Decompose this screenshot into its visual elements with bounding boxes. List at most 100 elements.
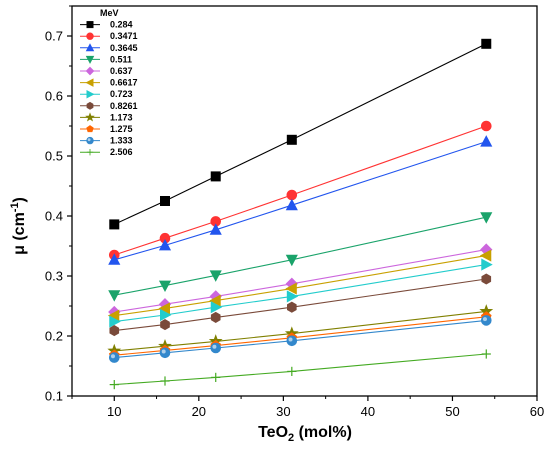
legend-item: 2.506 — [80, 147, 133, 157]
series-0.284 — [109, 38, 492, 230]
data-point — [210, 342, 222, 354]
data-point — [158, 280, 172, 293]
x-tick-label: 10 — [107, 404, 121, 419]
data-point — [285, 198, 298, 211]
data-point — [480, 315, 492, 326]
legend-label: 1.173 — [110, 112, 133, 122]
legend-label: 1.275 — [110, 124, 133, 134]
data-point — [109, 219, 120, 230]
legend-label: 0.511 — [110, 54, 132, 64]
legend-marker — [85, 66, 95, 76]
y-tick-label: 0.3 — [45, 269, 63, 284]
data-point — [210, 171, 221, 182]
series-layer — [107, 38, 494, 390]
legend-item: 0.8261 — [80, 101, 138, 111]
series-0.511 — [108, 212, 493, 302]
legend-marker — [86, 136, 94, 145]
plot-frame — [71, 5, 538, 397]
data-point — [481, 349, 491, 359]
data-point — [159, 347, 171, 359]
legend-marker — [85, 43, 95, 52]
data-point — [209, 223, 222, 235]
legend-marker — [85, 55, 95, 64]
legend-marker — [85, 112, 95, 122]
y-tick-label: 0.7 — [45, 29, 63, 44]
data-point — [209, 270, 222, 282]
legend-label: 1.333 — [110, 136, 133, 146]
data-point — [108, 290, 121, 302]
legend-marker — [86, 21, 94, 29]
legend-item: 0.511 — [80, 54, 132, 64]
legend-label: 0.637 — [110, 66, 133, 76]
legend-item: 0.284 — [80, 20, 133, 30]
legend-marker — [85, 78, 94, 87]
data-point — [109, 380, 119, 390]
legend-title: MeV — [100, 8, 119, 18]
data-point — [159, 195, 170, 206]
data-point — [481, 273, 492, 285]
data-point — [286, 335, 298, 347]
series-2.506 — [109, 349, 491, 390]
data-point — [285, 282, 297, 295]
data-point — [286, 134, 297, 145]
legend-marker — [86, 148, 94, 156]
data-point — [285, 254, 298, 267]
data-point — [286, 290, 299, 303]
series-1.333 — [108, 315, 492, 363]
legend-marker — [86, 89, 95, 99]
data-point — [286, 301, 297, 313]
legend-item: 0.3645 — [80, 43, 138, 53]
data-point — [480, 212, 493, 224]
y-tick-label: 0.2 — [45, 329, 63, 344]
data-point — [158, 238, 172, 251]
data-point — [286, 189, 298, 201]
legend-marker — [86, 125, 94, 133]
data-point — [160, 319, 170, 331]
data-point — [159, 308, 172, 322]
data-point — [479, 249, 492, 262]
legend-item: 1.275 — [80, 124, 133, 134]
data-point — [287, 366, 297, 376]
legend-label: 2.506 — [110, 147, 133, 157]
data-point — [108, 352, 120, 363]
legend-label: 0.3471 — [110, 31, 138, 41]
x-tick-label: 30 — [276, 404, 290, 419]
legend-label: 0.8261 — [110, 101, 138, 111]
data-point — [211, 372, 221, 382]
data-point — [109, 315, 121, 328]
data-point — [209, 294, 221, 307]
legend-marker — [86, 101, 94, 110]
data-point — [480, 120, 492, 132]
data-point — [160, 376, 170, 386]
x-tick-label: 50 — [445, 404, 459, 419]
data-point — [480, 135, 493, 147]
plot-area — [71, 5, 538, 397]
series-0.723 — [109, 258, 493, 328]
legend-label: 0.284 — [110, 20, 133, 30]
y-tick-label: 0.4 — [45, 209, 63, 224]
data-point — [481, 258, 493, 271]
data-point — [481, 38, 492, 49]
x-tick-label: 20 — [192, 404, 206, 419]
legend-item: 0.3471 — [80, 31, 138, 41]
y-tick-label: 0.1 — [45, 389, 63, 404]
legend-item: 1.333 — [80, 136, 133, 146]
data-point — [108, 253, 121, 265]
y-tick-label: 0.5 — [45, 149, 63, 164]
data-point — [158, 302, 171, 315]
legend-marker — [86, 32, 94, 40]
legend-item: 0.6617 — [80, 78, 138, 88]
data-point — [210, 301, 223, 314]
y-axis-title: μ (cm-1) — [9, 197, 28, 255]
series-0.3645 — [108, 135, 493, 265]
x-axis-title: TeO2 (mol%) — [258, 424, 352, 444]
legend-label: 0.6617 — [110, 78, 138, 88]
y-tick-label: 0.6 — [45, 89, 63, 104]
x-tick-label: 40 — [361, 404, 375, 419]
axis-ticks: 10 20 30 40 50 60 0.1 0.2 0.3 0.4 0.5 0.6 0.7 — [45, 5, 544, 419]
series-0.6617 — [107, 249, 492, 322]
data-point — [109, 325, 120, 337]
